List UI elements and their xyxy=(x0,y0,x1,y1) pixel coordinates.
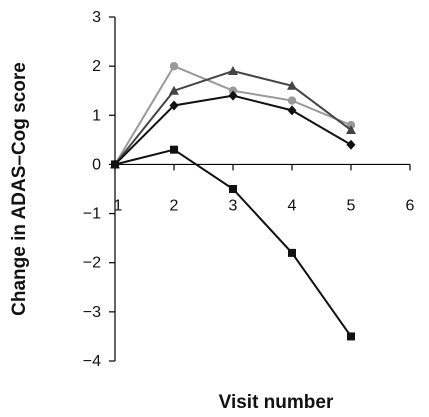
data-point-triangle xyxy=(287,80,297,90)
y-tick-label: −3 xyxy=(83,304,101,321)
series-4-line xyxy=(114,148,352,338)
series-layer xyxy=(110,61,356,341)
series-1 xyxy=(110,61,356,169)
x-ticks: 1 2 3 4 5 6 xyxy=(114,164,415,214)
x-tick-label: 4 xyxy=(288,197,297,214)
y-tick-label: −2 xyxy=(83,255,101,272)
data-point-square xyxy=(288,248,296,257)
series-3 xyxy=(110,90,356,170)
data-point-triangle xyxy=(228,66,238,76)
data-point-circle xyxy=(287,96,297,105)
data-point-diamond xyxy=(169,100,179,111)
series-2 xyxy=(110,66,356,169)
data-point-diamond xyxy=(346,139,356,150)
series-2-line xyxy=(114,70,352,166)
x-tick-label: 6 xyxy=(406,197,415,214)
data-point-triangle xyxy=(346,125,356,135)
y-tick-label: 1 xyxy=(92,107,101,124)
y-ticks: −4 −3 −2 −1 0 1 2 3 xyxy=(83,9,115,370)
y-tick-label: 0 xyxy=(92,156,101,173)
data-point-square xyxy=(170,145,178,154)
axes: −4 −3 −2 −1 0 1 2 3 1 2 3 4 5 6 xyxy=(83,9,415,370)
data-point-triangle xyxy=(169,85,179,95)
y-tick-label: 2 xyxy=(92,58,101,75)
y-tick-label: −1 xyxy=(83,206,101,223)
data-point-square xyxy=(347,332,355,341)
x-tick-label: 3 xyxy=(229,197,238,214)
data-point-square xyxy=(229,185,237,193)
data-point-diamond xyxy=(287,105,297,116)
x-tick-label: 5 xyxy=(347,197,356,214)
y-tick-label: 3 xyxy=(92,9,101,26)
y-axis-title: Change in ADAS–Cog score xyxy=(9,62,30,316)
series-1-line xyxy=(114,64,352,165)
y-tick-label: −4 xyxy=(83,353,101,370)
data-point-square xyxy=(111,160,119,169)
x-tick-label: 1 xyxy=(114,197,123,214)
data-point-diamond xyxy=(228,90,238,101)
series-4 xyxy=(111,145,355,341)
x-axis-title: Visit number xyxy=(219,392,334,413)
data-point-circle xyxy=(169,61,179,71)
x-tick-label: 2 xyxy=(170,197,179,214)
